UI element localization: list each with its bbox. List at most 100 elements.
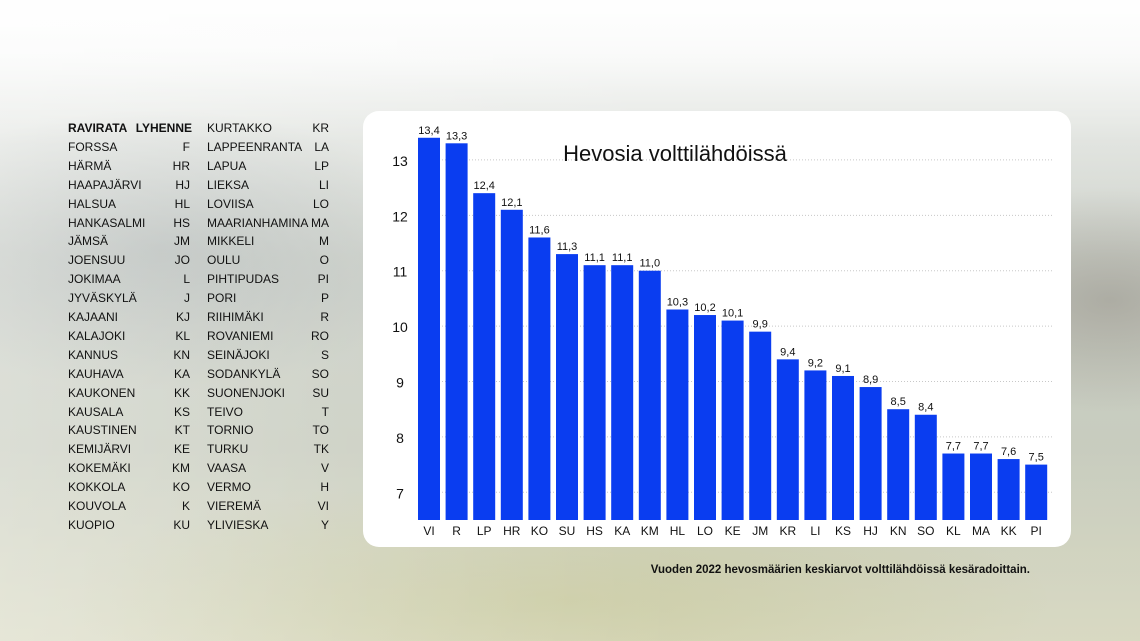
track-abbr: P xyxy=(320,291,329,306)
track-name: FORSSA xyxy=(68,139,118,154)
track-abbr: KE xyxy=(173,442,190,457)
bar xyxy=(997,459,1020,520)
table-row: KAUSALA KS xyxy=(68,403,190,421)
value-label: 10,3 xyxy=(667,296,688,308)
bar xyxy=(528,237,551,520)
track-name: VIEREMÄ xyxy=(207,499,262,513)
bar xyxy=(638,270,661,520)
track-abbr: S xyxy=(320,347,329,362)
track-name: PIHTIPUDAS xyxy=(207,272,280,287)
bar-chart: 7 8 9 10 11 12 13 13,4 13,3 12,4 12,1 11,6 11,3 11,1… xyxy=(392,125,1053,538)
track-name: VAASA xyxy=(207,461,247,476)
track-abbr: K xyxy=(181,499,190,513)
table-row: YLIVIESKA Y xyxy=(207,516,329,534)
track-name: KAUHAVA xyxy=(68,366,124,381)
bar xyxy=(832,375,854,520)
track-name: SUONENJOKI xyxy=(207,385,286,400)
track-abbr: H xyxy=(320,480,329,495)
track-abbr: PI xyxy=(317,272,329,287)
track-name: HAAPAJÄRVI xyxy=(68,177,142,192)
x-tick-label: KE xyxy=(725,524,741,538)
bars xyxy=(418,137,1048,521)
table-row: HANKASALMI HS xyxy=(68,214,190,232)
value-label: 12,1 xyxy=(501,197,522,209)
bar xyxy=(611,265,634,520)
track-abbr: JM xyxy=(174,234,190,249)
track-abbr: KU xyxy=(173,517,190,532)
x-tick-label: HL xyxy=(670,524,686,538)
x-tick-label: LO xyxy=(697,524,713,538)
track-abbr: HS xyxy=(173,215,190,230)
bar xyxy=(500,209,523,520)
x-tick-label: LI xyxy=(810,524,820,538)
track-abbr: J xyxy=(184,291,190,306)
y-tick-label: 12 xyxy=(392,208,408,224)
track-abbr: KM xyxy=(172,461,190,476)
track-abbr: LP xyxy=(314,158,329,173)
bar xyxy=(1025,464,1048,520)
track-abbr: KJ xyxy=(175,310,190,324)
value-label: 12,4 xyxy=(473,180,494,192)
table-row: KURTAKKO KR xyxy=(207,119,329,137)
x-tick-label: KK xyxy=(1001,524,1017,538)
table-row: KALAJOKI KL xyxy=(68,327,190,345)
table-row: KOKKOLA KO xyxy=(68,478,190,496)
track-abbr: V xyxy=(320,461,329,476)
track-abbr: R xyxy=(320,310,329,324)
chart-caption: Vuoden 2022 hevosmäärien keskiarvot volt… xyxy=(650,564,1030,576)
track-name: HALSUA xyxy=(68,196,117,211)
bar xyxy=(473,193,496,520)
value-label: 8,5 xyxy=(891,396,906,408)
track-name: KEMIJÄRVI xyxy=(68,442,132,457)
header-abbr: LYHENNE xyxy=(135,121,192,135)
track-name: JOENSUU xyxy=(68,253,126,268)
track-name: TURKU xyxy=(207,442,249,457)
track-abbr: Y xyxy=(320,517,329,532)
value-label: 8,9 xyxy=(863,374,878,386)
chart-title: Hevosia volttilähdöissä xyxy=(563,141,788,166)
track-name: RIIHIMÄKI xyxy=(207,310,264,324)
x-tick-label: MA xyxy=(972,524,990,538)
value-labels: 13,4 13,3 12,4 12,1 11,6 11,3 11,1 11,1 11,0 10,3… xyxy=(418,125,1044,464)
table-row: PORI P xyxy=(207,289,329,307)
table-row: JÄMSÄ JM xyxy=(68,232,190,250)
table-row: TORNIO TO xyxy=(207,421,329,439)
track-name: MAARIANHAMINA xyxy=(207,215,309,230)
table-row: HÄRMÄ HR xyxy=(68,157,190,175)
value-label: 9,9 xyxy=(753,319,768,331)
bar xyxy=(749,331,772,520)
x-tick-label: LP xyxy=(477,524,492,538)
x-tick-label: VI xyxy=(423,524,434,538)
value-label: 11,1 xyxy=(612,252,633,264)
value-label: 9,2 xyxy=(808,357,823,369)
track-name: VERMO xyxy=(207,480,252,495)
track-abbr: L xyxy=(183,272,190,287)
grid-lines xyxy=(418,159,1053,493)
track-name: OULU xyxy=(207,253,241,268)
value-label: 10,1 xyxy=(722,308,743,320)
track-name: KOKEMÄKI xyxy=(68,461,131,476)
bar xyxy=(914,414,937,520)
track-abbr: KN xyxy=(173,347,190,362)
x-tick-label: HR xyxy=(503,524,521,538)
track-name: SODANKYLÄ xyxy=(207,366,281,381)
track-name: HANKASALMI xyxy=(68,215,146,230)
bar xyxy=(666,309,689,520)
track-name: KANNUS xyxy=(68,347,119,362)
track-abbr: TK xyxy=(313,442,329,457)
x-tick-label: KN xyxy=(890,524,907,538)
bar xyxy=(804,370,827,520)
value-label: 8,4 xyxy=(918,402,933,414)
value-label: 9,1 xyxy=(835,363,850,375)
track-abbr: KS xyxy=(173,404,190,419)
track-name: TEIVO xyxy=(207,404,244,419)
table-row: HAAPAJÄRVI HJ xyxy=(68,176,190,194)
table-row: KOKEMÄKI KM xyxy=(68,459,190,477)
track-name: LOVIISA xyxy=(207,196,254,211)
track-name: KAUSALA xyxy=(68,404,124,419)
x-tick-label: SO xyxy=(917,524,934,538)
table-row: OULU O xyxy=(207,251,329,269)
table-row: KUOPIO KU xyxy=(68,516,190,534)
bar xyxy=(694,315,716,520)
table-row: KAUKONEN KK xyxy=(68,384,190,402)
